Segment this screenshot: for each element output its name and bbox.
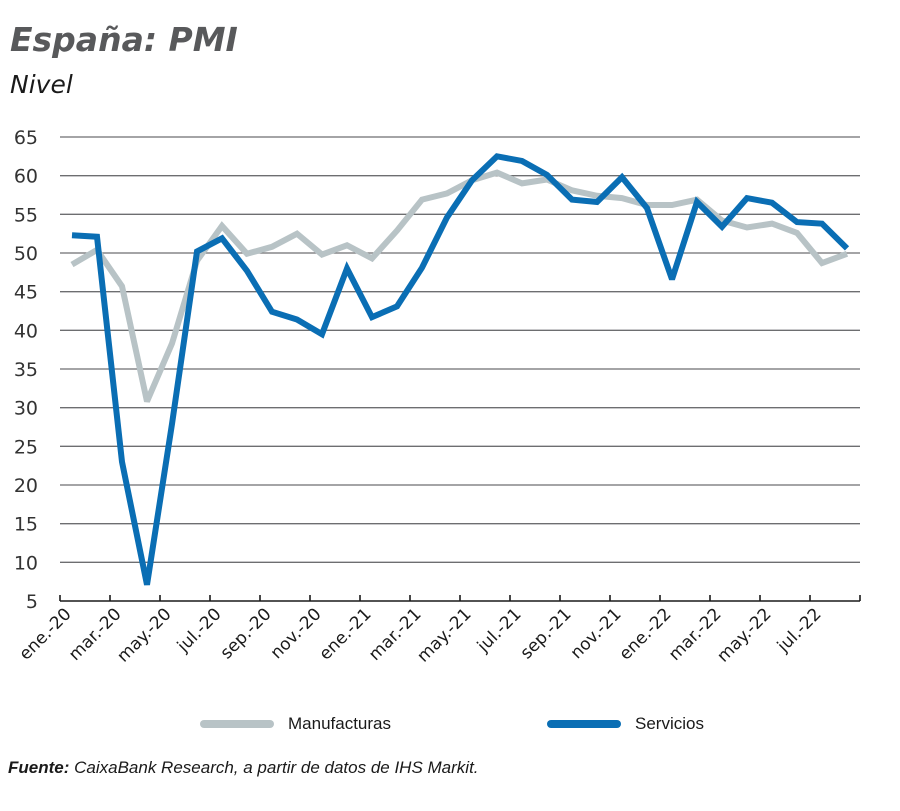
y-tick-label: 15 [14,514,38,536]
y-tick-label: 40 [14,320,38,342]
y-axis-tick-labels: 5 10 15 20 25 30 35 40 45 50 55 60 65 [14,127,38,613]
gridlines [60,136,860,563]
x-tick-label: sep.-21 [517,604,576,663]
legend-item-servicios: Servicios [547,714,704,734]
legend-label-servicios: Servicios [635,714,704,733]
x-tick-label: may.-20 [113,604,175,666]
x-tick-label: sep.-20 [217,604,276,663]
series-lines [70,153,850,586]
x-tick-label: nov.-21 [567,604,626,663]
y-tick-label: 5 [26,591,38,613]
x-tick-label: nov.-20 [267,604,326,663]
source-label: Fuente: [8,758,70,777]
x-tick-label: may.-22 [713,604,775,666]
x-tick-label: ene.-20 [16,604,76,664]
chart-subtitle: Nivel [10,70,73,99]
legend-swatch-servicios [547,720,621,728]
x-axis-tick-labels: ene.-20mar.-20may.-20jul.-20sep.-20nov.-… [16,604,826,666]
x-tick-label: ene.-22 [616,604,676,664]
line-chart: 5 10 15 20 25 30 35 40 45 50 55 60 65 ene.-20mar.-20… [14,127,861,666]
source-note: Fuente: CaixaBank Research, a partir de … [8,758,479,778]
legend-label-manufacturas: Manufacturas [288,714,391,733]
y-tick-label: 30 [14,398,38,420]
y-tick-label: 10 [14,552,38,574]
x-tick-label: ene.-21 [316,604,376,664]
legend: Manufacturas Servicios [0,714,900,738]
y-tick-label: 50 [14,243,38,265]
y-tick-label: 65 [14,127,38,149]
x-tick-label: may.-21 [413,604,475,666]
chart-title: España: PMI [10,20,238,59]
y-tick-label: 55 [14,204,38,226]
y-tick-label: 60 [14,166,38,188]
source-text: CaixaBank Research, a partir de datos de… [69,758,479,777]
x-tick-label: jul.-22 [773,604,826,657]
legend-swatch-manufacturas [200,720,274,728]
y-tick-label: 45 [14,282,38,304]
series-line-servicios [71,153,850,586]
y-tick-label: 35 [14,359,38,381]
series-line-manufacturas [70,169,849,403]
x-axis [59,595,861,602]
y-tick-label: 20 [14,475,38,497]
y-tick-label: 25 [14,436,38,458]
legend-item-manufacturas: Manufacturas [200,714,391,734]
